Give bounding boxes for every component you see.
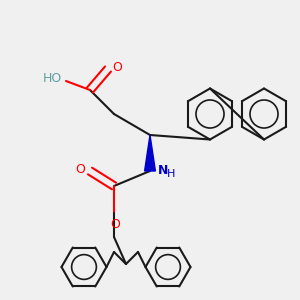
Text: N: N — [158, 164, 168, 178]
Text: HO: HO — [42, 71, 62, 85]
Text: O: O — [112, 61, 122, 74]
Text: O: O — [111, 218, 120, 230]
Text: H: H — [167, 169, 175, 179]
Text: O: O — [76, 163, 85, 176]
Polygon shape — [145, 135, 155, 171]
